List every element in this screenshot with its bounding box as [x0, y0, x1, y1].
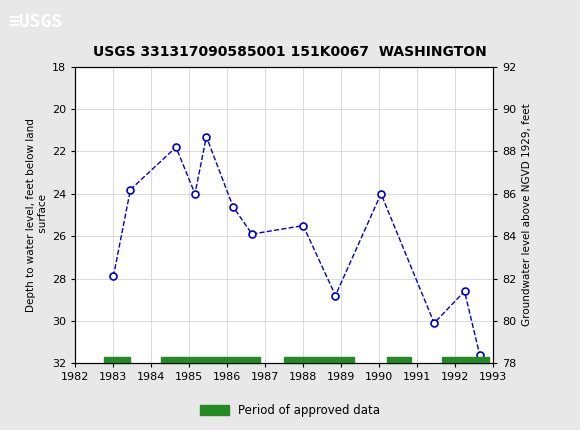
Bar	[442, 357, 489, 363]
Bar	[387, 357, 411, 363]
Text: USGS 331317090585001 151K0067  WASHINGTON: USGS 331317090585001 151K0067 WASHINGTON	[93, 45, 487, 59]
Y-axis label: Groundwater level above NGVD 1929, feet: Groundwater level above NGVD 1929, feet	[522, 104, 532, 326]
Y-axis label: Depth to water level, feet below land
 surface: Depth to water level, feet below land su…	[26, 118, 48, 312]
Text: ≡USGS: ≡USGS	[9, 12, 63, 31]
Bar	[161, 357, 259, 363]
Bar	[284, 357, 354, 363]
Legend: Period of approved data: Period of approved data	[195, 399, 385, 422]
Bar	[104, 357, 130, 363]
